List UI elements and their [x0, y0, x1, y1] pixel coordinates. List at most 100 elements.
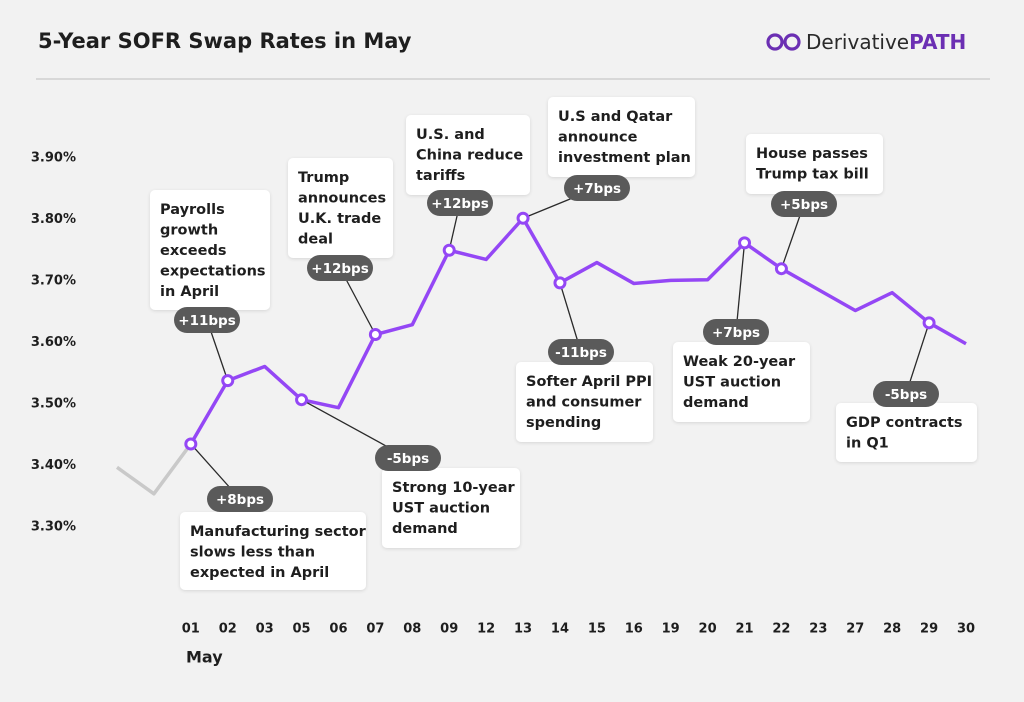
- change-pill: [703, 319, 769, 345]
- point-marker: [738, 236, 752, 250]
- change-label: +5bps: [780, 197, 828, 213]
- y-tick-label: 3.70%: [31, 274, 76, 289]
- change-label: +7bps: [573, 181, 621, 197]
- change-label: -5bps: [885, 387, 927, 403]
- point-marker: [553, 276, 567, 290]
- y-tick-label: 3.90%: [31, 151, 76, 166]
- point-marker: [774, 262, 788, 276]
- annotation-text: UST auction: [392, 501, 490, 517]
- chart-title: 5-Year SOFR Swap Rates in May: [38, 29, 412, 53]
- change-label: -11bps: [555, 345, 607, 361]
- annotation-box: [180, 512, 366, 590]
- annotation-text: Weak 20-year: [683, 354, 796, 370]
- logo: DerivativePATH: [766, 30, 966, 54]
- annotation-text: announce: [558, 130, 638, 146]
- point-marker: [368, 328, 382, 342]
- annotation-text: U.K. trade: [298, 211, 381, 227]
- annotation-box: [288, 158, 393, 258]
- change-pill: [174, 307, 240, 333]
- x-tick-label: 27: [846, 622, 864, 637]
- annotation-text: Trump: [298, 170, 349, 186]
- change-label: +8bps: [216, 492, 264, 508]
- x-tick-label: 22: [772, 622, 790, 637]
- x-tick-label: 21: [735, 622, 753, 637]
- logo-icon: [766, 33, 801, 51]
- x-tick-label: 05: [293, 622, 311, 637]
- logo-text: DerivativePATH: [806, 30, 966, 54]
- annotation-text: demand: [392, 521, 458, 537]
- x-tick-label: 23: [809, 622, 827, 637]
- leader-line: [735, 242, 746, 333]
- y-tick-label: 3.30%: [31, 520, 76, 535]
- point-marker: [184, 437, 198, 451]
- annotation-text: demand: [683, 395, 749, 411]
- x-tick-label: 15: [588, 622, 606, 637]
- x-tick-label: 30: [957, 622, 975, 637]
- annotation-text: exceeds: [160, 243, 226, 259]
- point-marker: [922, 316, 936, 330]
- point-marker: [295, 393, 309, 407]
- annotation-text: and consumer: [526, 395, 642, 411]
- annotation-text: in April: [160, 284, 219, 300]
- annotation: Strong 10-year UST auction demand -5bps: [301, 399, 520, 548]
- annotation-text: GDP contracts: [846, 415, 963, 431]
- annotation-text: Payrolls: [160, 202, 225, 218]
- annotation: U.S and Qatar announce investment plan +7bp…: [522, 97, 695, 219]
- x-tick-label: 20: [699, 622, 717, 637]
- annotation: Softer April PPI and consumer spending -11b…: [516, 282, 653, 442]
- x-axis-title: May: [186, 648, 223, 667]
- annotation-text: deal: [298, 232, 333, 248]
- change-label: +11bps: [178, 313, 235, 329]
- annotation-box: [516, 362, 653, 442]
- change-pill: [873, 381, 939, 407]
- change-pill: [548, 339, 614, 365]
- annotation-text: expectations: [160, 264, 266, 280]
- annotated-points: [184, 211, 936, 451]
- annotation-box: [746, 134, 883, 194]
- change-label: +7bps: [712, 325, 760, 341]
- annotation-box: [836, 403, 977, 462]
- annotation-text: House passes: [756, 146, 868, 162]
- annotation: Weak 20-year UST auction demand +7bps: [673, 242, 810, 422]
- annotation-text: investment plan: [558, 150, 691, 166]
- annotation-box: [382, 468, 520, 548]
- change-pill: [375, 445, 441, 471]
- y-tick-label: 3.80%: [31, 212, 76, 227]
- change-pill: [564, 175, 630, 201]
- x-tick-label: 29: [920, 622, 938, 637]
- x-tick-label: 28: [883, 622, 901, 637]
- annotations: Payrolls growth exceeds expectations in Apri…: [150, 97, 977, 590]
- change-label: +12bps: [431, 196, 488, 212]
- change-pill: [771, 191, 837, 217]
- annotation: Payrolls growth exceeds expectations in Apri…: [150, 190, 270, 381]
- line-series: [115, 442, 193, 496]
- annotation-text: in Q1: [846, 436, 889, 452]
- annotation-text: Softer April PPI: [526, 374, 652, 390]
- annotation: Trump announces U.K. trade deal +12bps: [288, 158, 393, 335]
- x-tick-label: 08: [403, 622, 421, 637]
- annotation-text: U.S and Qatar: [558, 109, 673, 125]
- annotation-box: [548, 97, 695, 177]
- point-marker: [442, 243, 456, 257]
- annotation-box: [673, 342, 810, 422]
- annotation-text: slows less than: [190, 545, 315, 561]
- annotation-text: Trump tax bill: [756, 167, 869, 183]
- x-tick-label: 16: [625, 622, 643, 637]
- x-tick-label: 03: [256, 622, 274, 637]
- annotation-text: growth: [160, 223, 218, 239]
- change-label: -5bps: [387, 451, 429, 467]
- annotation-text: UST auction: [683, 375, 781, 391]
- annotation: House passes Trump tax bill +5bps: [746, 134, 883, 269]
- annotation-text: expected in April: [190, 565, 329, 581]
- point-marker: [516, 211, 530, 225]
- x-tick-label: 13: [514, 622, 532, 637]
- x-tick-label: 07: [366, 622, 384, 637]
- change-pill: [207, 486, 273, 512]
- x-tick-label: 02: [219, 622, 237, 637]
- change-pill: [307, 255, 373, 281]
- annotation-box: [406, 115, 530, 195]
- change-label: +12bps: [311, 261, 368, 277]
- change-pill: [427, 190, 493, 216]
